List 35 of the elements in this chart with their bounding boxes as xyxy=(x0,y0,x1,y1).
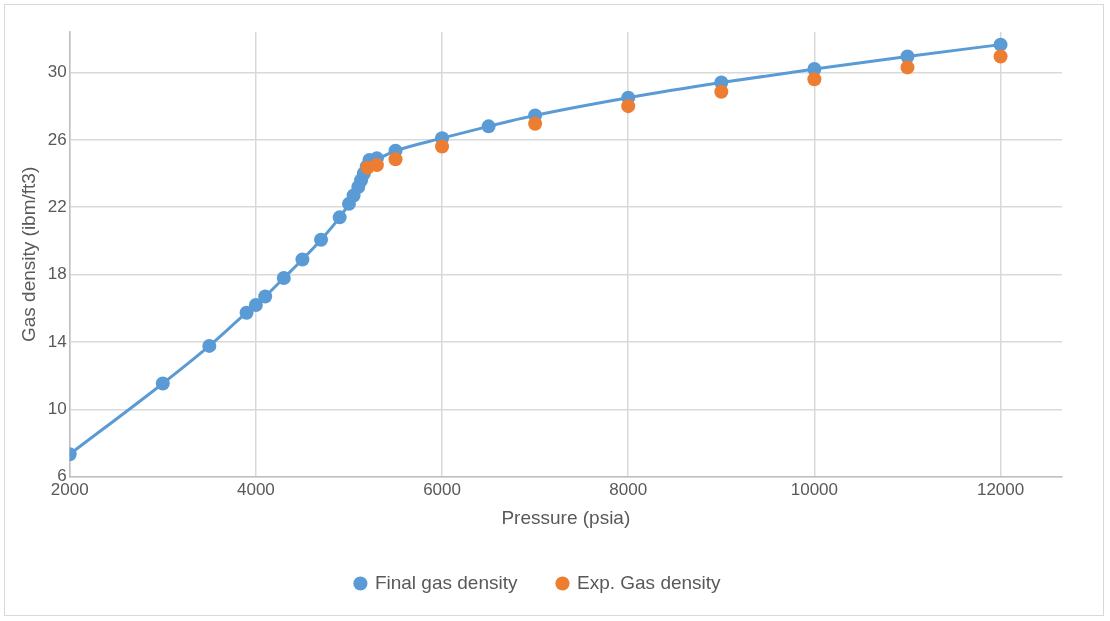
point xyxy=(314,232,329,247)
x-tick-label: 8000 xyxy=(609,479,648,499)
x-tick-label: 12000 xyxy=(976,479,1025,499)
x-tick-label: 6000 xyxy=(423,479,461,499)
point xyxy=(993,49,1008,64)
point xyxy=(295,252,310,267)
x-axis-title: Pressure (psia) xyxy=(501,506,631,528)
point xyxy=(239,305,254,320)
point xyxy=(900,60,915,75)
y-tick-label: 26 xyxy=(47,129,67,149)
point xyxy=(369,158,384,173)
x-tick-label: 4000 xyxy=(236,479,275,499)
legend-label: Exp. Gas density xyxy=(576,571,722,593)
point xyxy=(155,376,170,391)
point xyxy=(202,338,217,353)
y-tick-label: 18 xyxy=(47,264,67,284)
point xyxy=(332,210,347,225)
y-axis-title: Gas density (ibm/ft3) xyxy=(17,166,39,343)
point xyxy=(435,139,450,154)
x-tick-label: 10000 xyxy=(790,479,839,499)
point xyxy=(528,116,543,131)
point xyxy=(807,72,822,87)
y-tick-label: 22 xyxy=(47,196,67,216)
point xyxy=(714,84,729,99)
point xyxy=(481,119,496,134)
point xyxy=(621,99,636,114)
point xyxy=(258,289,273,304)
legend-label: Final gas density xyxy=(374,571,518,593)
y-tick-label: 14 xyxy=(47,331,67,351)
y-tick-label: 30 xyxy=(47,62,67,82)
point xyxy=(276,270,291,285)
point xyxy=(388,152,403,167)
y-tick-label: 10 xyxy=(47,399,67,419)
point xyxy=(993,37,1008,52)
point xyxy=(248,297,263,312)
